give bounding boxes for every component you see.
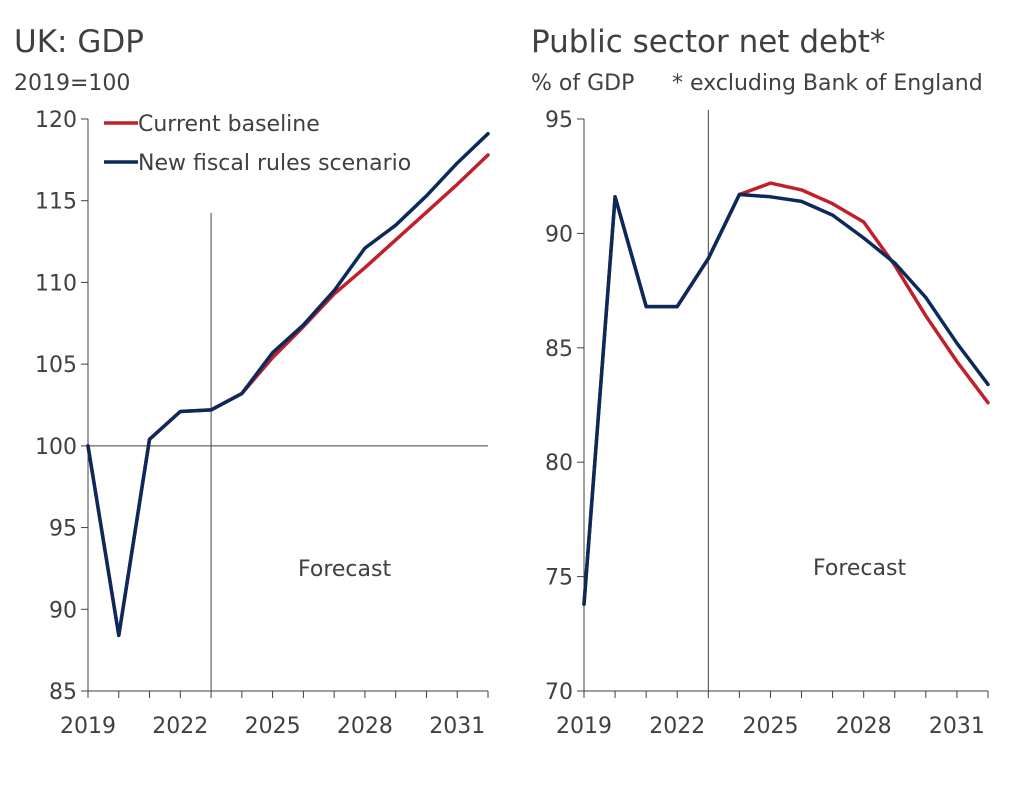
gdp-legend: Current baseline New fiscal rules scenar… bbox=[104, 112, 411, 176]
debt-x-tick-label: 2022 bbox=[649, 714, 705, 739]
debt-y-tick-label: 95 bbox=[545, 108, 573, 133]
gdp-series-new-fiscal-rules-scenario bbox=[86, 131, 490, 638]
debt-x-tick-label: 2031 bbox=[929, 714, 985, 739]
debt-y-tick-label: 85 bbox=[545, 337, 573, 362]
gdp-chart: UK: GDP 2019=100 85 90 95 100 105 110 115 120 20… bbox=[14, 24, 490, 739]
gdp-y-tick-label: 90 bbox=[49, 598, 77, 623]
debt-series-new-fiscal-rules-scenario bbox=[582, 192, 990, 606]
gdp-y-tick-label: 120 bbox=[35, 108, 77, 133]
gdp-y-tick-label: 110 bbox=[35, 271, 77, 296]
gdp-forecast-label: Forecast bbox=[298, 557, 391, 582]
debt-chart: Public sector net debt* % of GDP * exclu… bbox=[531, 24, 990, 739]
debt-y-tick-label: 70 bbox=[545, 680, 573, 705]
debt-y-tick-label: 75 bbox=[545, 566, 573, 591]
debt-y-tick-label: 80 bbox=[545, 451, 573, 476]
legend-label-current-baseline: Current baseline bbox=[138, 112, 320, 137]
gdp-y-tick-label: 105 bbox=[35, 353, 77, 378]
gdp-x-tick-label: 2028 bbox=[337, 714, 393, 739]
gdp-x-tick-label: 2025 bbox=[245, 714, 301, 739]
gdp-y-tick-label: 100 bbox=[35, 435, 77, 460]
gdp-x-tick-label: 2031 bbox=[429, 714, 485, 739]
debt-series-current-baseline bbox=[582, 181, 990, 606]
debt-x-tick-label: 2019 bbox=[556, 714, 612, 739]
gdp-y-tick-label: 85 bbox=[49, 680, 77, 705]
debt-x-tick-label: 2028 bbox=[836, 714, 892, 739]
gdp-chart-subtitle: 2019=100 bbox=[14, 71, 130, 96]
debt-chart-subtitle: % of GDP bbox=[531, 71, 634, 96]
gdp-x-tick-label: 2022 bbox=[152, 714, 208, 739]
legend-label-new-fiscal-rules: New fiscal rules scenario bbox=[138, 151, 411, 176]
debt-chart-note: * excluding Bank of England bbox=[672, 71, 983, 96]
debt-forecast-label: Forecast bbox=[813, 556, 906, 581]
gdp-y-tick-label: 95 bbox=[49, 517, 77, 542]
gdp-chart-title: UK: GDP bbox=[14, 24, 144, 60]
gdp-series-current-baseline bbox=[86, 153, 490, 638]
gdp-x-tick-label: 2019 bbox=[60, 714, 116, 739]
debt-y-tick-label: 90 bbox=[545, 222, 573, 247]
gdp-y-tick-label: 115 bbox=[35, 190, 77, 215]
debt-x-tick-label: 2025 bbox=[742, 714, 798, 739]
debt-chart-title: Public sector net debt* bbox=[531, 24, 885, 60]
